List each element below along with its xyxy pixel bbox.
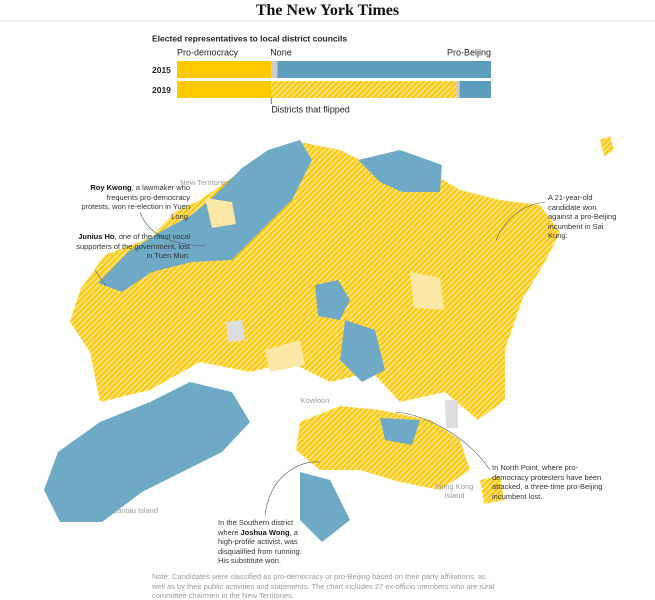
- annotation: Junius Ho, one of the most vocal support…: [74, 232, 190, 261]
- annotation: A 21-year-old candidate won against a pr…: [548, 193, 618, 241]
- annotation-bold: Joshua Wong: [240, 527, 290, 537]
- legend-label: Districts that flipped: [271, 104, 350, 114]
- place-label: Lantau Island: [112, 506, 159, 515]
- place-label: Hong Kong Island: [435, 482, 474, 500]
- year-label: 2015: [152, 65, 171, 75]
- bar-segment: [456, 81, 460, 98]
- annotation: In the Southern district where Joshua Wo…: [218, 518, 310, 566]
- legend-label: Pro-democracy: [177, 47, 239, 57]
- bar-segment: [271, 61, 278, 78]
- bar-segment: [177, 81, 272, 98]
- place-label: New Territories: [180, 178, 230, 187]
- annotation: In North Point, where pro-democracy prot…: [492, 463, 604, 501]
- annotation: Roy Kwong, a lawmaker who frequents pro-…: [78, 183, 190, 221]
- legend-label: None: [270, 47, 292, 57]
- bar-segment: [177, 61, 272, 78]
- annotation-before: In the Southern district where: [218, 518, 294, 537]
- legend-label: Pro-Beijing: [447, 47, 491, 57]
- logo: The New York Times: [255, 2, 400, 19]
- annotation-after: , one of the most vocal supporters of th…: [76, 232, 190, 260]
- bar-segment: [459, 81, 491, 98]
- annotation-before: A 21-year-old candidate won against a pr…: [548, 193, 617, 240]
- chart-title: Elected representatives to local distric…: [152, 33, 347, 43]
- bar-segment: [277, 61, 491, 78]
- place-label: Kowloon: [300, 396, 330, 405]
- year-label: 2019: [152, 85, 171, 95]
- map: [44, 136, 614, 542]
- annotation-after: , a high-profile activist, was disqualif…: [218, 527, 302, 566]
- annotation-after: , a lawmaker who frequents pro-democracy…: [81, 183, 190, 221]
- annotation-bold: Roy Kwong: [90, 183, 132, 192]
- bar-segment: [271, 81, 457, 98]
- annotation-before: In North Point, where pro-democracy prot…: [492, 463, 603, 501]
- annotation-bold: Junius Ho: [78, 232, 115, 241]
- note: Note: Candidates were classified as pro-…: [152, 572, 495, 600]
